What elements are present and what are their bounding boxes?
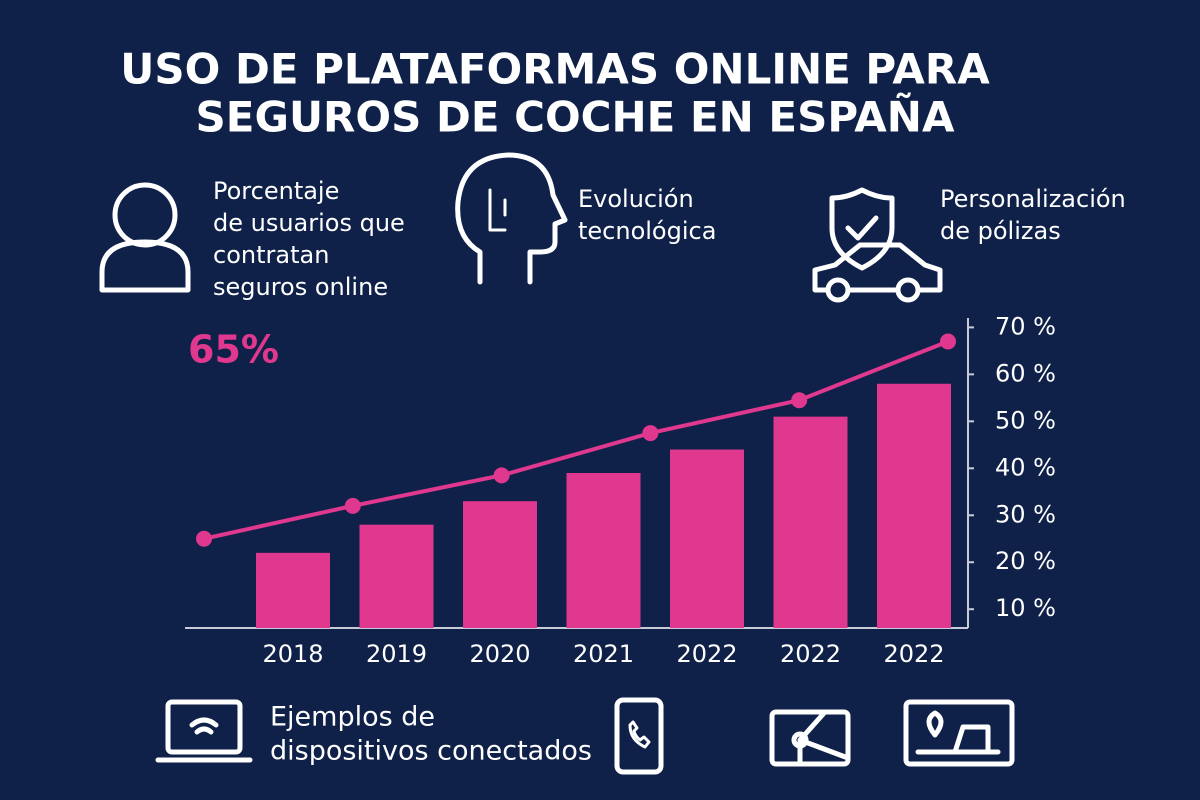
trend-line: [203, 339, 949, 541]
bar: [256, 552, 330, 628]
shield-car-icon: [812, 187, 943, 303]
feature-text: seguros online: [213, 273, 388, 301]
y-tick-label: 70 %: [995, 312, 1056, 340]
phone-icon: [614, 697, 664, 775]
trend-point: [196, 530, 212, 547]
x-tick-label: 2019: [366, 640, 427, 668]
trend-point: [493, 467, 510, 484]
x-tick-label: 2020: [469, 640, 530, 668]
feature-text: Personalización: [940, 185, 1126, 213]
chart: 10 % 20 % 30 % 40 % 50 % 60 % 70 % 2018 2019 2020…: [185, 312, 1056, 668]
location-chart-icon: [903, 699, 1015, 767]
bar: [463, 501, 537, 628]
bar: [566, 473, 641, 628]
x-tick-label: 2022: [780, 640, 841, 668]
laptop-icon: [155, 699, 253, 763]
y-tick-label: 40 %: [995, 453, 1056, 481]
feature-text: contratan: [213, 241, 329, 269]
bar: [877, 383, 951, 628]
feature-text: de usuarios que: [213, 209, 405, 237]
y-tick-label: 10 %: [995, 594, 1056, 622]
bar: [670, 449, 744, 628]
title-line: USO DE PLATAFORMAS ONLINE PARA: [120, 45, 990, 94]
trend-point: [642, 425, 659, 442]
trend-point: [344, 497, 361, 514]
trend-point: [940, 333, 956, 350]
user-icon: [99, 182, 191, 293]
y-tick-label: 20 %: [995, 547, 1056, 575]
bar: [359, 524, 434, 628]
footer-text: dispositivos conectados: [270, 736, 592, 767]
footer-text: Ejemplos de: [270, 702, 435, 733]
x-tick-label: 2022: [676, 640, 737, 668]
feature-text: de pólizas: [940, 217, 1061, 245]
title-line: SEGUROS DE COCHE EN ESPAÑA: [196, 92, 955, 142]
map-icon: [769, 709, 851, 767]
x-tick-label: 2018: [262, 640, 323, 668]
bar: [773, 416, 848, 628]
features: Porcentaje de usuarios que contratan seguro…: [213, 177, 1126, 301]
head-icon: [455, 152, 568, 285]
x-tick-label: 2022: [883, 640, 944, 668]
y-tick-label: 60 %: [995, 359, 1056, 387]
x-tick-label: 2021: [573, 640, 634, 668]
feature-text: Porcentaje: [213, 177, 339, 205]
y-tick-label: 50 %: [995, 406, 1056, 434]
trend-point: [791, 392, 808, 409]
highlight-value: 65%: [188, 328, 279, 372]
feature-text: Evolución: [578, 185, 694, 213]
feature-text: tecnológica: [578, 217, 716, 245]
y-tick-label: 30 %: [995, 500, 1056, 528]
